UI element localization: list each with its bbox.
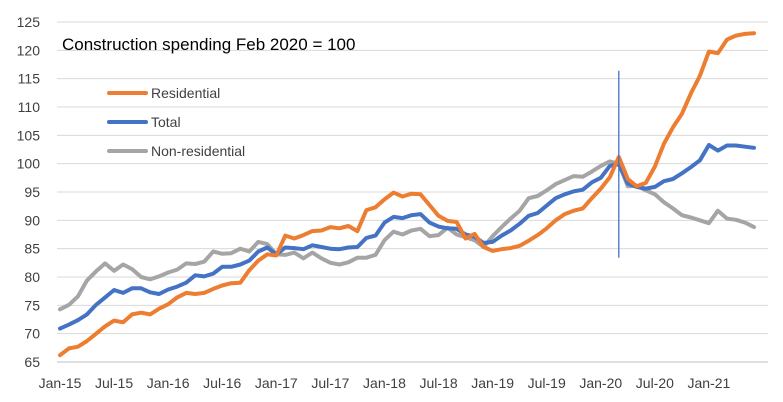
legend-label: Residential [151, 85, 220, 101]
x-tick-label: Jul-16 [203, 375, 241, 391]
x-tick-label: Jan-15 [39, 375, 82, 391]
y-tick-label: 110 [18, 99, 41, 115]
chart-title: Construction spending Feb 2020 = 100 [62, 35, 355, 54]
x-tick-label: Jan-16 [147, 375, 190, 391]
legend-label: Total [151, 114, 181, 130]
x-tick-label: Jul-17 [311, 375, 349, 391]
series-line-residential [58, 31, 756, 358]
x-tick-label: Jan-21 [688, 375, 731, 391]
gridlines [57, 21, 768, 335]
x-tick-label: Jan-19 [471, 375, 514, 391]
x-tick-label: Jan-17 [255, 375, 298, 391]
x-axis-tick-labels: Jan-15 Jul-15 Jan-16 Jul-16 Jan-17 Jul-17 Jan-… [39, 375, 731, 391]
y-tick-label: 75 [24, 297, 40, 313]
legend-label: Non-residential [151, 143, 245, 159]
x-tick-label: Jul-19 [528, 375, 566, 391]
y-tick-label: 80 [24, 269, 40, 285]
x-tick-label: Jul-15 [95, 375, 133, 391]
x-tick-label: Jan-18 [363, 375, 406, 391]
legend: Residential Total Non-residential [107, 85, 245, 159]
y-tick-label: 65 [24, 354, 40, 370]
y-axis-tick-labels: 65 70 75 80 85 90 95 100 105 110 115 120 125 [17, 14, 41, 370]
x-tick-label: Jul-18 [419, 375, 457, 391]
series-line-non-residential [58, 159, 756, 312]
y-tick-label: 115 [18, 71, 41, 87]
y-tick-label: 105 [17, 127, 41, 143]
y-tick-label: 85 [24, 241, 40, 257]
y-tick-label: 100 [17, 156, 41, 172]
y-tick-label: 70 [24, 326, 40, 342]
y-tick-label: 125 [17, 14, 41, 30]
y-tick-label: 120 [17, 42, 41, 58]
series-lines [58, 31, 756, 358]
y-tick-label: 90 [24, 212, 40, 228]
y-tick-label: 95 [24, 184, 40, 200]
x-tick-label: Jul-20 [636, 375, 674, 391]
x-tick-label: Jan-20 [579, 375, 622, 391]
